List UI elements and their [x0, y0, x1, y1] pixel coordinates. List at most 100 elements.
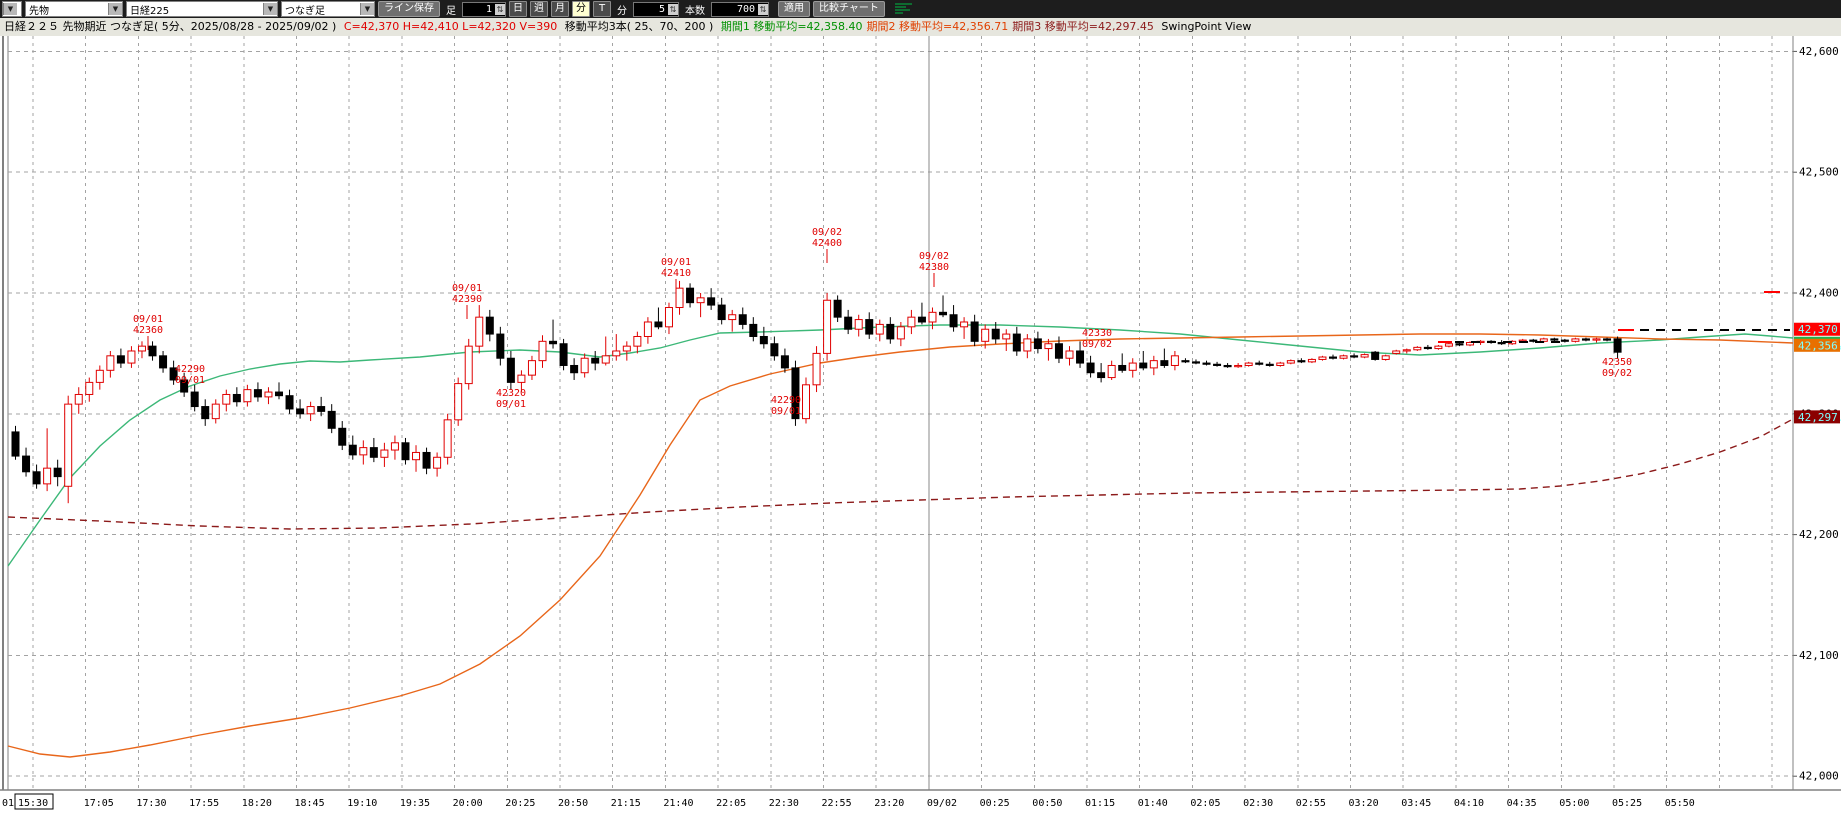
- compare-chart-button[interactable]: 比較チャート: [813, 1, 885, 17]
- candle: [580, 357, 589, 374]
- x-axis-tick-label: 18:45: [295, 798, 325, 809]
- x-axis-tick-label: 05:25: [1612, 798, 1642, 809]
- candle: [22, 455, 31, 473]
- candle: [570, 364, 579, 374]
- candle: [211, 403, 220, 420]
- candle: [1392, 350, 1401, 354]
- candle: [1360, 354, 1369, 358]
- x-axis-tick-label: 22:30: [769, 798, 799, 809]
- candle: [1118, 364, 1127, 371]
- chevron-down-icon[interactable]: ▼: [3, 3, 17, 15]
- period-day-button[interactable]: 日: [509, 1, 527, 17]
- gridlines: 42,600.0042,500.0042,400.0042,300.0042,2…: [8, 36, 1841, 790]
- x-axis-tick-label: 02:55: [1296, 798, 1326, 809]
- candle: [422, 451, 431, 469]
- candle: [433, 456, 442, 469]
- ma3-value-text: 期間3 移動平均=42,297.45: [1012, 20, 1154, 33]
- x-axis-tick-label: 01:40: [1138, 798, 1168, 809]
- spinner-icon[interactable]: ⇅: [668, 3, 678, 15]
- x-axis-tick-label: 20:50: [558, 798, 588, 809]
- y-axis-tick-label: 42,100.00: [1799, 649, 1841, 662]
- candle: [285, 395, 294, 410]
- candle: [74, 393, 83, 405]
- candle: [201, 406, 210, 420]
- candle: [1581, 338, 1590, 341]
- candle: [401, 442, 410, 461]
- mini-dropdown[interactable]: ▼: [2, 1, 22, 17]
- chevron-down-icon[interactable]: ▼: [263, 3, 277, 15]
- price-badge-label: 42,297.: [1798, 411, 1841, 424]
- x-axis-tick-label: 09/02: [927, 798, 957, 809]
- candle: [1444, 343, 1453, 347]
- candle: [243, 389, 252, 403]
- period-minute-button[interactable]: 分: [572, 1, 590, 17]
- period-week-button[interactable]: 週: [530, 1, 548, 17]
- price-badge-label: 42,356.: [1798, 339, 1841, 352]
- period-month-button[interactable]: 月: [551, 1, 569, 17]
- chevron-down-icon[interactable]: ▼: [360, 3, 374, 15]
- candle: [1255, 362, 1264, 365]
- x-axis-prefix-label: 01: [2, 798, 14, 809]
- candle: [506, 357, 515, 383]
- x-axis-tick-label: 22:05: [716, 798, 746, 809]
- x-axis-tick-label: 23:20: [874, 798, 904, 809]
- candle: [633, 335, 642, 347]
- swing-label-text: 42390: [452, 294, 482, 305]
- count-stepper[interactable]: 700 ⇅: [711, 1, 769, 17]
- candle: [454, 383, 463, 421]
- candle: [823, 299, 832, 354]
- candle: [1307, 358, 1316, 363]
- save-line-button[interactable]: ライン保存: [378, 1, 440, 17]
- x-axis-tick-label: 03:20: [1349, 798, 1379, 809]
- candle: [886, 323, 895, 340]
- candle: [1350, 355, 1359, 358]
- candle: [939, 311, 948, 316]
- candle: [1413, 346, 1422, 351]
- swing-label-text: 42320: [496, 388, 526, 399]
- candle: [1191, 361, 1200, 364]
- candle: [1012, 333, 1021, 352]
- period-tick-button[interactable]: T: [593, 1, 611, 17]
- candle: [675, 287, 684, 308]
- candle: [1318, 356, 1327, 360]
- candle: [612, 350, 621, 357]
- market-select[interactable]: 先物 ▼: [25, 1, 123, 17]
- candle: [64, 403, 73, 487]
- swing-point-labels: 09/01423604229009/0109/01423904232009/01…: [133, 227, 1632, 417]
- candle: [264, 391, 273, 398]
- candle: [1592, 338, 1601, 341]
- spinner-icon[interactable]: ⇅: [495, 3, 505, 15]
- candle: [253, 389, 262, 398]
- candle: [549, 340, 558, 345]
- candle: [1434, 345, 1443, 350]
- x-axis-tick-label: 02:05: [1190, 798, 1220, 809]
- ma-line-ma200: [7, 418, 1794, 530]
- candle: [1455, 343, 1464, 346]
- symbol-select[interactable]: 日経225 ▼: [126, 1, 278, 17]
- price-chart-svg[interactable]: 42,600.0042,500.0042,400.0042,300.0042,2…: [0, 36, 1841, 819]
- candlestick-chart-area[interactable]: 42,600.0042,500.0042,400.0042,300.0042,2…: [0, 36, 1841, 819]
- candle: [654, 321, 663, 328]
- candle: [232, 393, 241, 403]
- candle: [643, 321, 652, 337]
- swing-label-text: 09/01: [133, 314, 163, 325]
- candle: [296, 408, 305, 415]
- candle: [1329, 356, 1337, 359]
- minute-stepper[interactable]: 5 ⇅: [633, 1, 679, 17]
- x-axis-tick-label: 04:35: [1507, 798, 1537, 809]
- candle: [717, 304, 726, 321]
- candle: [1033, 338, 1042, 350]
- chevron-down-icon[interactable]: ▼: [108, 3, 122, 15]
- x-axis-tick-label: 17:30: [136, 798, 166, 809]
- y-axis-tick-label: 42,000.00: [1799, 770, 1841, 783]
- spinner-icon[interactable]: ⇅: [758, 3, 768, 15]
- candle: [116, 355, 125, 364]
- bar-count-stepper[interactable]: 1 ⇅: [462, 1, 506, 17]
- candles: [11, 280, 1622, 504]
- chart-title-text: 日経２２５ 先物期近 つなぎ足( 5分、2025/08/28 - 2025/09…: [4, 20, 340, 33]
- charttype-select[interactable]: つなぎ足 ▼: [281, 1, 375, 17]
- x-axis-tick-label: 21:15: [611, 798, 641, 809]
- apply-button[interactable]: 適用: [778, 1, 810, 17]
- x-axis-tick-label: 17:05: [84, 798, 114, 809]
- list-lines-icon[interactable]: [894, 2, 914, 16]
